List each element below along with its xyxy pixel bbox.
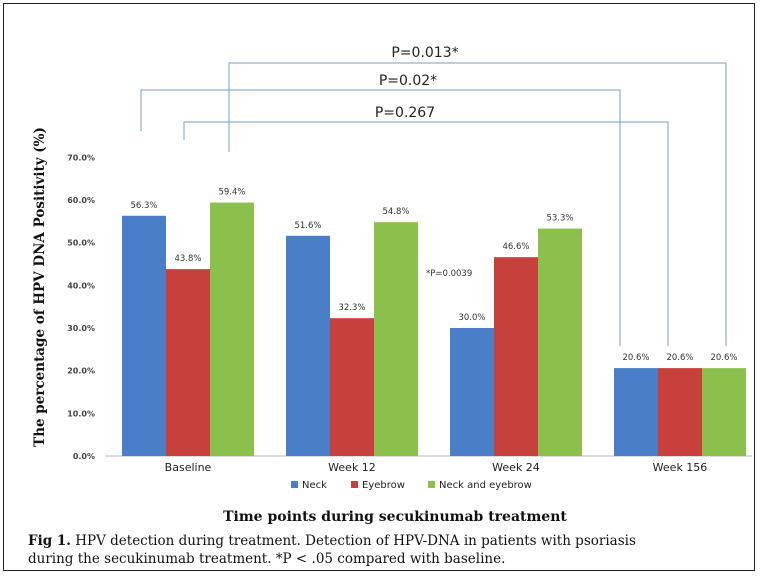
bar-neck	[122, 215, 166, 456]
p-value-label: P=0.267	[375, 105, 435, 121]
significance-bracket	[183, 121, 669, 346]
bar-neck-and-eyebrow	[210, 202, 254, 456]
significance-bracket	[140, 89, 621, 346]
data-label: 20.6%	[710, 353, 737, 363]
y-tick-label: 60.0%	[67, 196, 95, 205]
data-label: 20.6%	[666, 353, 693, 363]
bar-eyebrow	[330, 318, 374, 456]
data-label: 53.3%	[546, 214, 573, 224]
figure-caption: Fig 1. HPV detection during treatment. D…	[28, 532, 758, 568]
data-labels: 56.3% 51.6% 30.0% 20.6% 43.8% 32.3% 46.6% 20.6%…	[130, 188, 737, 364]
significance-bracket	[228, 62, 727, 346]
legend-label: Eyebrow	[362, 480, 405, 491]
x-category-label: Week 156	[653, 461, 708, 474]
legend-label: Neck	[302, 480, 327, 491]
caption-figure-number: Fig 1.	[28, 533, 71, 549]
bar-neck	[286, 235, 330, 456]
bars	[122, 202, 746, 456]
y-tick-label: 0.0%	[73, 452, 95, 461]
legend-label: Neck and eyebrow	[439, 480, 532, 491]
data-label: 51.6%	[294, 221, 321, 231]
x-category-label: Baseline	[165, 461, 212, 474]
significance-annotation: *P=0.0039	[426, 269, 472, 279]
y-tick-label: 30.0%	[67, 324, 95, 333]
caption-line-2: during the secukinumab treatment. *P < .…	[28, 551, 506, 567]
caption-text-1: HPV detection during treatment. Detectio…	[70, 533, 636, 549]
y-tick-label: 40.0%	[67, 281, 95, 290]
data-label: 54.8%	[382, 207, 409, 217]
x-category-label: Week 24	[492, 461, 540, 474]
significance-brackets: P=0.013* P=0.02* P=0.267	[140, 45, 727, 346]
y-axis-title: The percentage of HPV DNA Positivity (%)	[32, 127, 48, 447]
x-axis-title: Time points during secukinumab treatment	[223, 509, 567, 525]
p-value-label: P=0.02*	[379, 73, 437, 89]
bar-eyebrow	[166, 269, 210, 456]
y-tick-label: 70.0%	[67, 153, 95, 162]
p-value-label: P=0.013*	[391, 45, 458, 61]
data-label: 30.0%	[458, 313, 485, 323]
data-label: 20.6%	[622, 353, 649, 363]
y-tick-label: 50.0%	[67, 239, 95, 248]
bar-eyebrow	[658, 368, 702, 456]
data-label: 43.8%	[174, 254, 201, 264]
bar-neck	[450, 327, 494, 456]
legend-swatch	[351, 481, 358, 488]
bar-neck-and-eyebrow	[702, 368, 746, 456]
caption-line-1: Fig 1. HPV detection during treatment. D…	[28, 532, 758, 550]
data-label: 32.3%	[338, 303, 365, 313]
legend-swatch	[428, 481, 435, 488]
bar-neck-and-eyebrow	[538, 228, 582, 456]
bar-eyebrow	[494, 257, 538, 456]
legend: Neck Eyebrow Neck and eyebrow	[291, 480, 532, 491]
y-tick-label: 10.0%	[67, 409, 95, 418]
x-axis: Baseline Week 12 Week 24 Week 156	[165, 461, 708, 474]
bar-chart: 0.0%10.0%20.0%30.0%40.0%50.0%60.0%70.0% …	[32, 45, 752, 525]
data-label: 59.4%	[218, 188, 245, 198]
data-label: 56.3%	[130, 201, 157, 211]
data-label: 46.6%	[502, 242, 529, 252]
y-tick-label: 20.0%	[67, 367, 95, 376]
legend-swatch	[291, 481, 298, 488]
x-category-label: Week 12	[328, 461, 376, 474]
bar-neck	[614, 368, 658, 456]
bar-neck-and-eyebrow	[374, 222, 418, 456]
